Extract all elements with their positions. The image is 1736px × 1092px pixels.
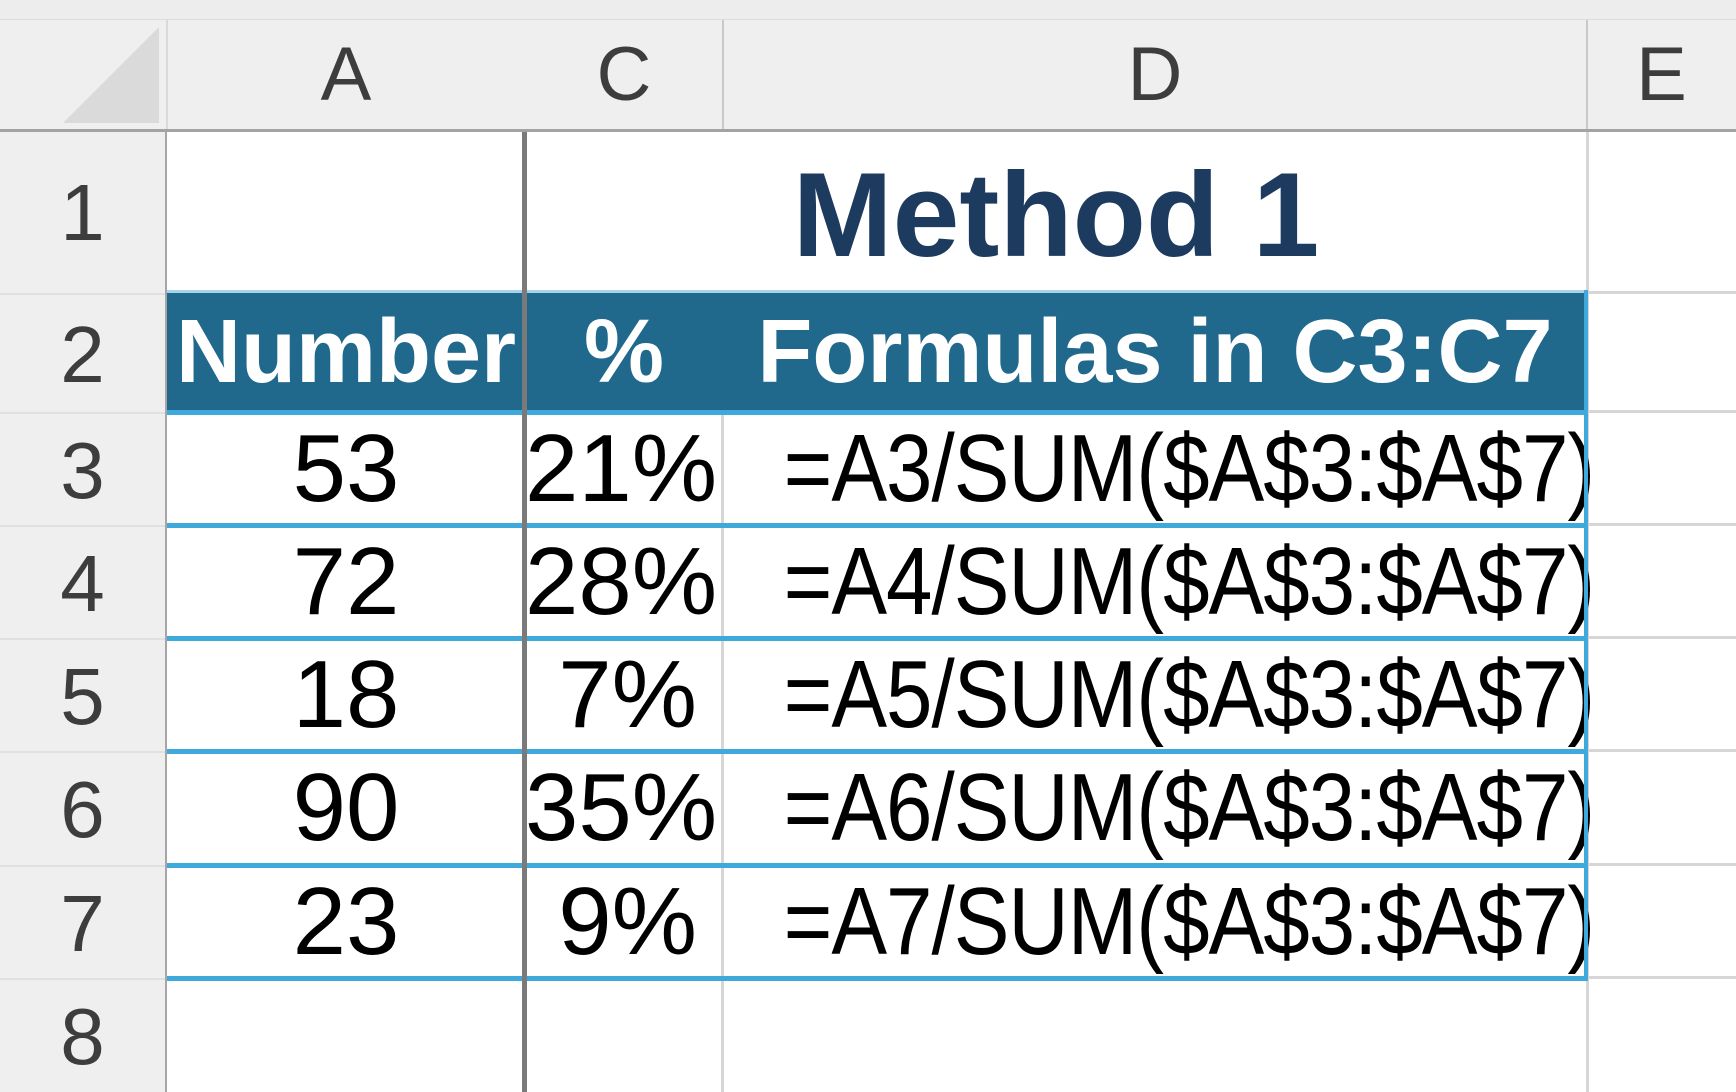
row-header-3[interactable]: 3 xyxy=(0,412,165,525)
table-border-top xyxy=(167,290,1587,293)
cell-header-formulas[interactable]: Formulas in C3:C7 xyxy=(757,302,1553,402)
table-header-row: Number % Formulas in C3:C7 xyxy=(167,293,1587,412)
formula-text: =A7/SUM($A$3:$A$7) xyxy=(783,868,1596,975)
gridline-e-row1 xyxy=(1587,291,1736,294)
cell-a7[interactable]: 23 xyxy=(292,868,400,975)
cell-title-method-1[interactable]: Method 1 xyxy=(792,148,1320,282)
formula-bar-edge-strip xyxy=(0,0,1736,20)
cell-header-number[interactable]: Number xyxy=(175,302,517,402)
table-border-right xyxy=(1584,290,1588,981)
cell-a4[interactable]: 72 xyxy=(292,528,400,635)
column-header-a[interactable]: A xyxy=(320,32,372,117)
row-header-7[interactable]: 7 xyxy=(0,865,165,978)
cell-c6[interactable]: 35% xyxy=(525,754,718,861)
row-header-6[interactable]: 6 xyxy=(0,751,165,865)
cell-c7[interactable]: 9% xyxy=(558,868,697,975)
cell-a5[interactable]: 18 xyxy=(292,641,400,748)
cell-d4[interactable]: =A4/SUM($A$3:$A$7) xyxy=(723,525,1596,638)
table-border-row3-bottom xyxy=(167,523,1587,528)
column-header-e[interactable]: E xyxy=(1636,32,1687,117)
cell-c3[interactable]: 21% xyxy=(525,415,718,522)
formula-text: =A4/SUM($A$3:$A$7) xyxy=(783,528,1596,635)
cell-d7[interactable]: =A7/SUM($A$3:$A$7) xyxy=(723,865,1596,978)
gridline-e-row4 xyxy=(1587,636,1736,639)
table-border-row2-bottom xyxy=(167,410,1587,415)
row-header-4[interactable]: 4 xyxy=(0,525,165,638)
column-header-band: A C D E xyxy=(0,20,1736,132)
cell-a3[interactable]: 53 xyxy=(292,415,400,522)
cell-d6[interactable]: =A6/SUM($A$3:$A$7) xyxy=(723,751,1596,865)
formula-text: =A5/SUM($A$3:$A$7) xyxy=(783,641,1596,748)
cell-header-percent[interactable]: % xyxy=(583,302,665,402)
gridline-e-row6 xyxy=(1587,863,1736,866)
table-border-row4-bottom xyxy=(167,636,1587,641)
select-all-triangle-icon xyxy=(63,27,159,123)
formula-text: =A3/SUM($A$3:$A$7) xyxy=(783,415,1596,522)
column-header-separator xyxy=(166,20,168,129)
formula-text: =A6/SUM($A$3:$A$7) xyxy=(783,754,1596,861)
cell-c4[interactable]: 28% xyxy=(525,528,718,635)
cell-d5[interactable]: =A5/SUM($A$3:$A$7) xyxy=(723,638,1596,751)
cell-d3[interactable]: =A3/SUM($A$3:$A$7) xyxy=(723,412,1596,525)
table-border-row5-bottom xyxy=(167,749,1587,754)
table-border-row7-bottom xyxy=(167,976,1587,981)
column-header-c[interactable]: C xyxy=(596,32,652,117)
gridline-e-row5 xyxy=(1587,749,1736,752)
cell-a6[interactable]: 90 xyxy=(292,754,400,861)
table-border-row6-bottom xyxy=(167,863,1587,868)
row-header-8[interactable]: 8 xyxy=(0,978,165,1092)
gridline-e-row3 xyxy=(1587,523,1736,526)
row-header-5[interactable]: 5 xyxy=(0,638,165,751)
row-header-2[interactable]: 2 xyxy=(0,293,165,412)
column-header-separator xyxy=(1586,20,1588,129)
cell-c5[interactable]: 7% xyxy=(558,641,697,748)
row-header-1[interactable]: 1 xyxy=(60,168,105,257)
column-header-d[interactable]: D xyxy=(1127,32,1183,117)
gridline-e-row7 xyxy=(1587,976,1736,979)
row-header-band: 1 2 3 4 5 6 7 8 xyxy=(0,132,167,1092)
hidden-column-b-divider[interactable] xyxy=(522,20,527,1092)
column-header-separator xyxy=(722,20,724,129)
gridline-e-row2 xyxy=(1587,410,1736,413)
select-all-corner[interactable] xyxy=(0,20,167,129)
